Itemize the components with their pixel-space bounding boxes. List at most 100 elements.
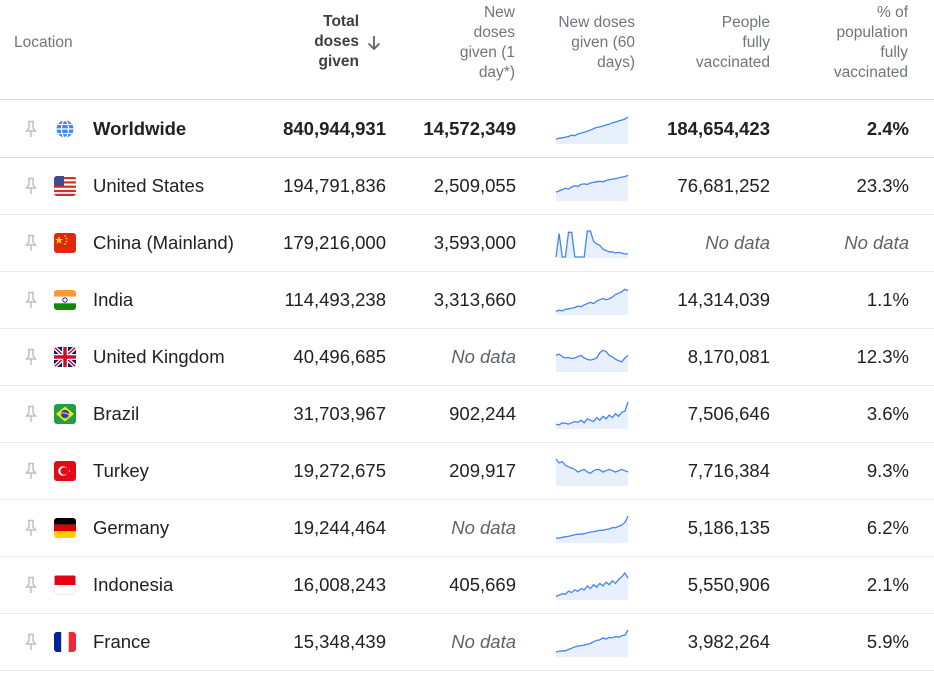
header-line: fully [742,34,770,51]
new-doses-1-day-value: 902,244 [449,403,516,424]
percent-fully-vaccinated-value: 1.1% [866,289,909,310]
percent-fully-vaccinated-value: 2.4% [866,117,909,139]
new-doses-1-day-value: 2,509,055 [433,175,516,196]
location-name[interactable]: Indonesia [93,574,174,595]
location-name[interactable]: China (Mainland) [93,232,234,253]
people-fully-vaccinated-value: 3,982,264 [687,631,770,652]
location-name[interactable]: United States [93,175,205,196]
new-doses-1-day-value: 14,572,349 [423,117,516,139]
sparkline-60-days [555,349,629,372]
header-percent-fully-vaccinated[interactable]: % of population fully vaccinated [788,3,908,83]
header-line: given (60 [571,34,635,51]
table-row[interactable]: Indonesia 16,008,243 405,669 5,550,906 2.1% [0,557,934,614]
total-doses-value: 19,272,675 [293,460,386,481]
location-name[interactable]: Turkey [93,460,149,481]
header-total-line: doses [314,33,359,50]
pin-icon[interactable] [24,177,38,195]
table-row[interactable]: India 114,493,238 3,313,660 14,314,039 1.1% [0,272,934,329]
sparkline-line [555,458,629,475]
header-line: days) [597,54,635,71]
uk-flag-icon [54,347,76,367]
table-row[interactable]: Turkey 19,272,675 209,917 7,716,384 9.3% [0,443,934,500]
header-total-doses[interactable]: Total doses given [299,12,381,72]
header-new-doses-1-day[interactable]: New doses given (1 day*) [445,3,515,83]
sort-descending-icon[interactable] [367,35,381,51]
pin-icon[interactable] [24,120,38,138]
people-fully-vaccinated-value: 184,654,423 [667,117,770,139]
header-location[interactable]: Location [14,34,73,51]
people-fully-vaccinated-value: 5,186,135 [687,517,770,538]
china-flag-icon [54,233,76,253]
sparkline-line [555,629,629,653]
people-fully-vaccinated-value: 76,681,252 [677,175,770,196]
header-line: day*) [478,64,515,81]
sparkline-60-days [555,571,629,600]
header-people-fully-vaccinated[interactable]: People fully vaccinated [660,13,770,73]
sparkline-line [555,230,628,258]
header-line: % of [876,4,908,21]
sparkline-60-days [555,230,628,258]
table-row[interactable]: Worldwide 840,944,931 14,572,349 184,654,42… [0,100,934,158]
people-fully-vaccinated-value: No data [705,232,770,253]
pin-icon[interactable] [24,291,38,309]
sparkline-area [556,350,628,372]
new-doses-1-day-value: No data [451,346,516,367]
sparkline-line [555,115,629,140]
header-new-doses-60-days[interactable]: New doses given (60 days) [535,13,635,73]
turkey-flag-icon [54,461,76,481]
header-total-line: given [318,53,359,70]
new-doses-1-day-value: No data [451,517,516,538]
people-fully-vaccinated-value: 5,550,906 [687,574,770,595]
pin-icon[interactable] [24,576,38,594]
percent-fully-vaccinated-value: 2.1% [866,574,909,595]
percent-fully-vaccinated-value: 9.3% [866,460,909,481]
people-fully-vaccinated-value: 8,170,081 [687,346,770,367]
new-doses-1-day-value: 209,917 [449,460,516,481]
pin-icon[interactable] [24,519,38,537]
total-doses-value: 15,348,439 [293,631,386,652]
location-name[interactable]: Germany [93,517,170,538]
table-row[interactable]: United States 194,791,836 2,509,055 76,681,… [0,158,934,215]
new-doses-1-day-value: 405,669 [449,574,516,595]
people-fully-vaccinated-value: 14,314,039 [677,289,770,310]
percent-fully-vaccinated-value: 12.3% [856,346,909,367]
header-line: New [483,4,515,21]
location-name[interactable]: United Kingdom [93,346,225,367]
percent-fully-vaccinated-value: No data [844,232,909,253]
header-line: New doses [558,14,635,31]
pin-icon[interactable] [24,633,38,651]
location-name[interactable]: Brazil [93,403,140,424]
pin-icon[interactable] [24,462,38,480]
total-doses-value: 16,008,243 [293,574,386,595]
sparkline-line [555,401,629,426]
indonesia-flag-icon [54,575,76,595]
pin-icon[interactable] [24,348,38,366]
sparkline-line [556,515,629,539]
table-row[interactable]: China (Mainland) 179,216,000 3,593,000 No d… [0,215,934,272]
france-flag-icon [54,632,76,652]
location-name[interactable]: France [93,631,151,652]
location-name[interactable]: Worldwide [93,117,187,139]
sparkline-60-days [555,458,629,486]
sparkline-60-days [555,401,629,429]
table-row[interactable]: Brazil 31,703,967 902,244 7,506,646 3.6% [0,386,934,443]
brazil-flag-icon [54,404,76,424]
sparkline-line [555,174,629,193]
table-body: Worldwide 840,944,931 14,572,349 184,654,42… [0,100,934,671]
sparkline-60-days [555,629,629,657]
total-doses-value: 114,493,238 [284,289,386,310]
table-row[interactable]: United Kingdom 40,496,685 No data 8,170,081… [0,329,934,386]
sparkline-60-days [556,515,629,543]
sparkline-60-days [555,288,629,315]
header-line: fully [880,44,908,61]
table-row[interactable]: France 15,348,439 No data 3,982,264 5.9% [0,614,934,671]
table-row[interactable]: Germany 19,244,464 No data 5,186,135 6.2% [0,500,934,557]
percent-fully-vaccinated-value: 23.3% [856,175,909,196]
total-doses-value: 840,944,931 [283,117,386,139]
pin-icon[interactable] [24,234,38,252]
pin-icon[interactable] [24,405,38,423]
total-doses-value: 40,496,685 [293,346,386,367]
location-name[interactable]: India [93,289,134,310]
percent-fully-vaccinated-value: 5.9% [866,631,909,652]
